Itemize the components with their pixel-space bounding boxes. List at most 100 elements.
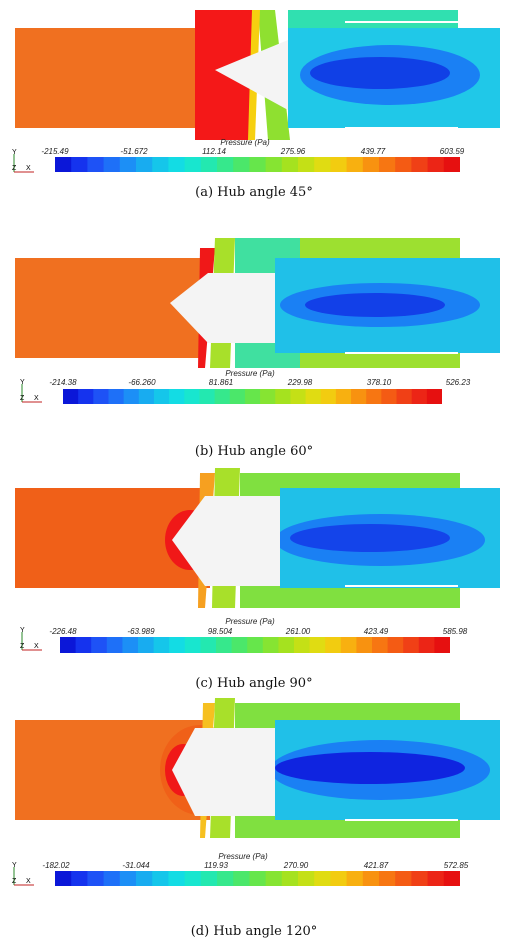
colorbar-swatch (184, 637, 201, 653)
colorbar-swatch (325, 637, 342, 653)
colorbar-swatch (305, 389, 322, 404)
colorbar-swatch (233, 871, 250, 886)
colorbar-swatch (443, 871, 460, 886)
colorbar-swatch (379, 871, 396, 886)
panel-b: Pressure (Pa) -214.38 -66.260 81.861 229… (0, 228, 508, 468)
axis-z-label: Z (20, 395, 25, 402)
colorbar-swatch (153, 389, 170, 404)
colorbar-swatch (260, 389, 276, 404)
legend-c: Pressure (Pa) -226.48 -63.989 98.504 261… (0, 616, 508, 666)
colorbar-swatch (123, 389, 140, 404)
colorbar-swatch (372, 637, 389, 653)
colorbar-swatch (63, 389, 79, 404)
colorbar-swatch (247, 637, 264, 653)
colorbar-swatch (55, 871, 72, 886)
colorbar-swatch (184, 157, 202, 172)
legend-tick: -31.044 (122, 861, 150, 870)
colorbar-swatch (216, 637, 233, 653)
colorbar-swatch (200, 871, 218, 886)
colorbar-swatch (395, 157, 412, 172)
colorbar-swatch (396, 389, 413, 404)
colorbar-swatch (309, 637, 326, 653)
colorbar-swatch (103, 157, 121, 172)
colorbar-swatch (356, 637, 373, 653)
axis-z-label: Z (20, 643, 25, 650)
colorbar-swatch (249, 157, 267, 172)
colorbar-swatch (231, 637, 248, 653)
colorbar-swatch (91, 637, 108, 653)
axis-x-label: X (26, 165, 31, 172)
colorbar-swatch (138, 389, 155, 404)
colorbar-swatch (136, 157, 153, 172)
axis-triad-icon: Y Z X (12, 862, 34, 886)
colorbar-swatch (152, 157, 169, 172)
legend-d: Pressure (Pa) -182.02 -31.044 119.93 270… (0, 846, 508, 901)
legend-tick: 81.861 (208, 378, 234, 387)
pressure-contour-b (15, 238, 500, 368)
colorbar-swatch (314, 157, 331, 172)
legend-tick: 421.87 (363, 861, 389, 870)
colorbar-swatch (87, 157, 105, 172)
legend-tick: -226.48 (49, 627, 77, 636)
colorbar-swatch (330, 871, 348, 886)
legend-tick: 423.49 (363, 627, 389, 636)
colorbar-swatch (119, 157, 137, 172)
colorbar-swatch (217, 871, 234, 886)
colorbar-swatch (169, 637, 186, 653)
panel-d: Pressure (Pa) -182.02 -31.044 119.93 270… (0, 698, 508, 952)
axis-x-label: X (26, 878, 31, 885)
legend-tick: 119.93 (204, 861, 228, 870)
colorbar-c (60, 637, 450, 653)
legend-tick: 378.10 (366, 378, 392, 387)
colorbar-swatch (335, 389, 352, 404)
colorbar-swatch (411, 871, 429, 886)
colorbar-swatch (281, 871, 299, 886)
colorbar-a (55, 157, 460, 172)
colorbar-d (55, 871, 460, 886)
axis-triad-icon: Y Z X (12, 149, 34, 173)
legend-tick: 275.96 (280, 147, 306, 156)
colorbar-swatch (108, 389, 125, 404)
colorbar-swatch (275, 389, 291, 404)
colorbar-swatch (60, 637, 77, 653)
colorbar-swatch (200, 157, 218, 172)
colorbar-swatch (233, 157, 250, 172)
colorbar-swatch (362, 871, 380, 886)
legend-tick: 229.98 (287, 378, 313, 387)
colorbar-swatch (298, 157, 315, 172)
axis-z-label: Z (12, 878, 17, 885)
colorbar-swatch (379, 157, 396, 172)
legend-tick: 270.90 (283, 861, 309, 870)
colorbar-swatch (199, 389, 216, 404)
colorbar-swatch (136, 871, 153, 886)
colorbar-swatch (362, 157, 380, 172)
axis-x-label: X (34, 395, 39, 402)
legend-title: Pressure (Pa) (218, 852, 268, 861)
panel-c: Pressure (Pa) -226.48 -63.989 98.504 261… (0, 468, 508, 698)
colorbar-swatch (403, 637, 420, 653)
colorbar-swatch (387, 637, 404, 653)
colorbar-swatch (153, 637, 170, 653)
colorbar-swatch (93, 389, 109, 404)
colorbar-swatch (290, 389, 307, 404)
colorbar-swatch (169, 389, 185, 404)
colorbar-swatch (366, 389, 382, 404)
colorbar-swatch (75, 637, 92, 653)
colorbar-swatch (314, 871, 331, 886)
colorbar-swatch (119, 871, 137, 886)
colorbar-swatch (87, 871, 105, 886)
panel-a: Pressure (Pa) -215.49 -51.672 112.14 275… (0, 0, 508, 206)
axis-x-label: X (34, 643, 39, 650)
axis-triad-icon: Y Z X (20, 627, 42, 651)
colorbar-swatch (298, 871, 315, 886)
colorbar-swatch (184, 871, 202, 886)
pressure-contour-d (15, 698, 500, 838)
legend-a: Pressure (Pa) -215.49 -51.672 112.14 275… (0, 138, 508, 178)
colorbar-swatch (138, 637, 155, 653)
axis-triad-icon: Y Z X (20, 379, 42, 403)
colorbar-swatch (103, 871, 121, 886)
caption-a: (a) Hub angle 45° (195, 185, 313, 200)
colorbar-swatch (71, 871, 88, 886)
colorbar-swatch (294, 637, 311, 653)
colorbar-swatch (184, 389, 200, 404)
